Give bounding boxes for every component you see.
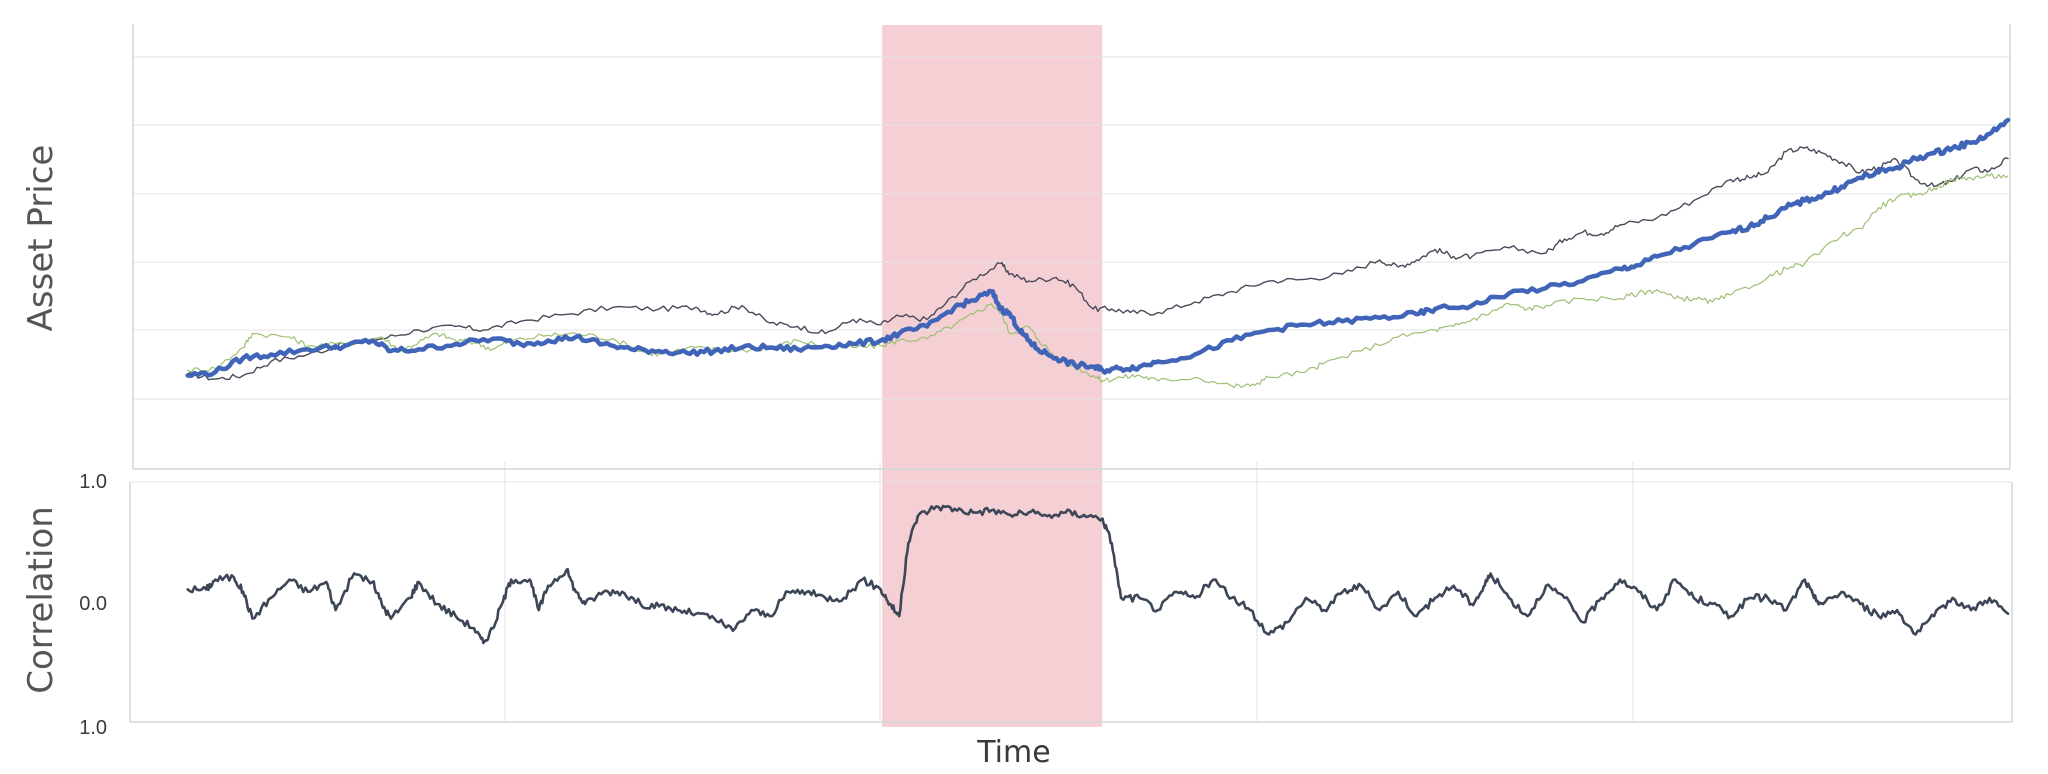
x-axis-label: Time xyxy=(976,735,1050,770)
correlation-series xyxy=(186,504,2010,645)
highlight-bands xyxy=(882,25,1103,727)
asset-price-series-dark xyxy=(187,146,2009,381)
axes xyxy=(129,24,2013,723)
gridlines xyxy=(133,56,2010,722)
asset-price-series-blue xyxy=(185,117,2011,379)
y-tick-top: 1.0 xyxy=(79,471,107,493)
top-y-axis-label: Asset Price xyxy=(21,145,61,332)
y-tick-middle: 0.0 xyxy=(79,593,107,615)
y-tick-bottom: 1.0 xyxy=(79,717,107,739)
asset-price-series-green xyxy=(187,172,2009,389)
bottom-y-axis-label: Correlation xyxy=(21,506,61,693)
series-lines xyxy=(185,117,2011,645)
crisis-highlight-band xyxy=(882,25,1103,727)
